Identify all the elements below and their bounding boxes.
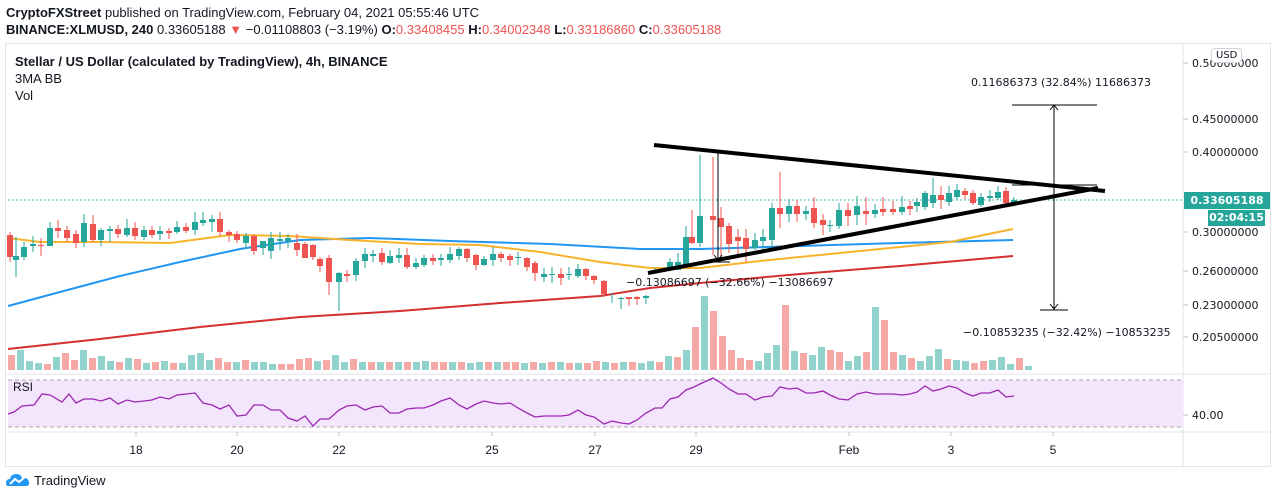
rsi-band [8, 380, 1183, 427]
price-tick: 0.20500000 [1192, 331, 1258, 344]
open-value: 0.33408455 [395, 22, 465, 37]
price-tick: 0.26000000 [1192, 265, 1258, 278]
change-value: −0.01108803 (−3.19%) [245, 22, 378, 37]
symbol-info: BINANCE:XLMUSD, 240 0.33605188 ▼ −0.0110… [6, 22, 721, 37]
chart-legend: Stellar / US Dollar (calculated by Tradi… [15, 53, 388, 104]
lower-trendline [647, 186, 1099, 275]
high-label: H: [468, 22, 482, 37]
chart-title: Stellar / US Dollar (calculated by Tradi… [15, 54, 388, 69]
ma-fast-line [7, 228, 1014, 269]
last-value: 0.33605188 [156, 22, 226, 37]
time-tick: 5 [1050, 443, 1057, 457]
price-tick: 0.23000000 [1192, 299, 1258, 312]
price-tick: 0.45000000 [1192, 113, 1258, 126]
publish-text: published on TradingView.com, February 0… [101, 5, 480, 20]
symbol: BINANCE:XLMUSD, 240 [6, 22, 154, 37]
price-tick: 0.40000000 [1192, 146, 1258, 159]
time-tick: 22 [332, 443, 346, 457]
price-tick: 0.50000000 [1192, 57, 1258, 70]
publisher-name[interactable]: CryptoFXStreet [6, 5, 102, 20]
upper-trendline [653, 143, 1106, 193]
volume-bars [8, 296, 1032, 370]
currency-button[interactable]: USD [1211, 48, 1243, 63]
down-arrow-icon: ▼ [229, 22, 243, 37]
ma-slow-line [7, 255, 1014, 350]
tradingview-brand: TradingView [34, 472, 106, 488]
time-tick: 29 [689, 443, 703, 457]
price-tick: 0.30000000 [1192, 226, 1258, 239]
measure-target-down-label: −0.10853235 (−32.42%) −10853235 [963, 326, 1171, 339]
time-tick: 20 [230, 443, 244, 457]
tradingview-logo[interactable]: TradingView [6, 472, 106, 488]
last-price-tag: 0.33605188 [1184, 192, 1270, 209]
close-value: 0.33605188 [652, 22, 722, 37]
high-value: 0.34002348 [481, 22, 551, 37]
indicator-3ma-bb[interactable]: 3MA BB [15, 71, 62, 86]
rsi-tick: 40.00 [1192, 409, 1224, 422]
tradingview-cloud-icon [6, 474, 30, 486]
indicator-volume[interactable]: Vol [15, 88, 34, 103]
time-tick: 3 [948, 443, 955, 457]
low-label: L: [554, 22, 567, 37]
open-label: O: [381, 22, 396, 37]
time-tick: Feb [839, 443, 860, 457]
measure-drop-label: −0.13086697 (−32.66%) −13086697 [626, 276, 834, 289]
bar-countdown-tag: 02:04:15 [1208, 210, 1265, 226]
time-tick: 25 [485, 443, 499, 457]
rsi-label: RSI [13, 380, 34, 394]
candles [7, 155, 1017, 311]
time-tick: 18 [129, 443, 143, 457]
time-tick: 27 [588, 443, 602, 457]
chart-frame [5, 43, 1271, 467]
low-value: 0.33186860 [566, 22, 636, 37]
rsi-line [7, 377, 1015, 427]
close-label: C: [638, 22, 653, 37]
measure-target-up-label: 0.11686373 (32.84%) 11686373 [971, 76, 1151, 89]
publish-info: CryptoFXStreet published on TradingView.… [6, 5, 479, 20]
price-axis-labels: 0.50000000 0.45000000 0.40000000 0.30000… [1192, 57, 1258, 422]
